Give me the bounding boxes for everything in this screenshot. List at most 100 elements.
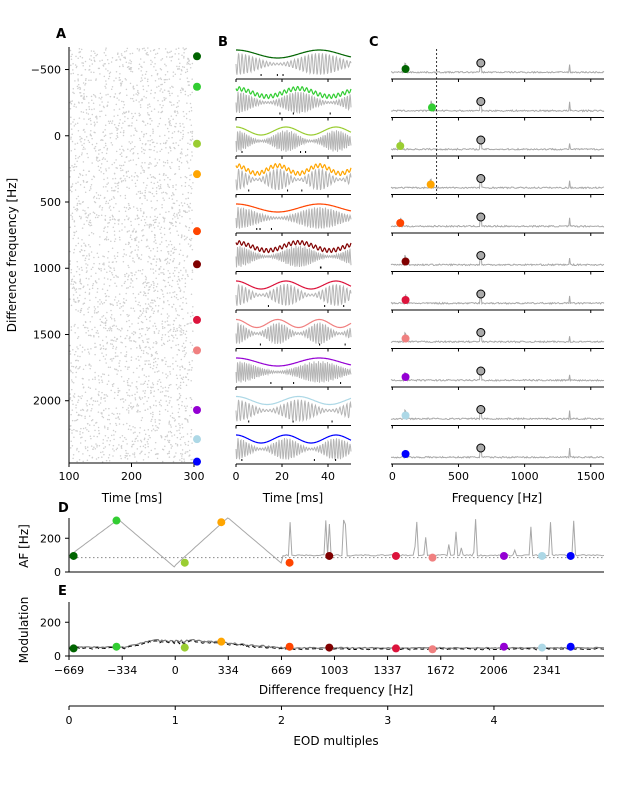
spike-dot bbox=[111, 247, 114, 249]
spike-dot bbox=[145, 311, 148, 314]
spike-dot bbox=[115, 71, 118, 73]
spike-dot bbox=[97, 67, 100, 70]
spike-dot bbox=[75, 182, 77, 185]
spike-dot bbox=[172, 118, 174, 121]
spike-dot bbox=[177, 283, 179, 285]
spike-dot bbox=[72, 286, 75, 288]
spike-dot bbox=[141, 235, 144, 237]
spike-dot bbox=[161, 372, 164, 374]
spike-dot bbox=[127, 412, 130, 414]
spike-dot bbox=[181, 404, 183, 407]
spike-dot bbox=[157, 388, 160, 391]
spike-dot bbox=[114, 282, 116, 284]
spike-dot bbox=[112, 429, 115, 432]
spike-dot bbox=[80, 216, 82, 218]
spike-dot bbox=[136, 448, 139, 450]
panel-d-point bbox=[69, 551, 78, 560]
spike-dot bbox=[175, 452, 177, 454]
spike-dot bbox=[154, 236, 156, 239]
spike-dot bbox=[142, 350, 145, 352]
spike-dot bbox=[177, 212, 180, 214]
spike-dot bbox=[154, 371, 156, 373]
spike-dot bbox=[146, 239, 148, 242]
spike-dot bbox=[141, 339, 144, 342]
spike-dot bbox=[83, 223, 85, 226]
spike-dot bbox=[188, 80, 190, 83]
spike-dot bbox=[102, 157, 105, 159]
spike-dot bbox=[157, 332, 160, 334]
spike-dot bbox=[123, 436, 126, 439]
spike-dot bbox=[176, 444, 179, 447]
spike-dot bbox=[142, 182, 145, 184]
spike-dot bbox=[169, 87, 171, 89]
spike-dot bbox=[179, 211, 181, 213]
spike-dot bbox=[129, 59, 131, 62]
spike-dot bbox=[81, 56, 84, 59]
spike-dot bbox=[190, 436, 192, 438]
spike-dot bbox=[190, 109, 193, 112]
spike-dot bbox=[170, 426, 172, 428]
spike-dot bbox=[121, 169, 124, 171]
spike-dot bbox=[126, 391, 128, 394]
spike-dot bbox=[111, 303, 113, 306]
spike-dot bbox=[72, 63, 74, 65]
spike-dot bbox=[90, 409, 92, 412]
spike-dot bbox=[130, 307, 132, 309]
spike-dot bbox=[103, 178, 105, 181]
spike-dot bbox=[129, 150, 132, 152]
spike-dot bbox=[86, 255, 88, 257]
spike-dot bbox=[150, 223, 152, 226]
spike-dot bbox=[163, 327, 166, 329]
spike-dot bbox=[109, 358, 112, 361]
spike-dot bbox=[80, 409, 82, 411]
spike-dot bbox=[70, 214, 72, 216]
spike-dot bbox=[113, 161, 116, 164]
spike-dot bbox=[100, 321, 103, 323]
spike-dot bbox=[119, 177, 122, 180]
spike-dot bbox=[162, 197, 164, 199]
spike-dot bbox=[108, 62, 110, 65]
spike-dot bbox=[75, 376, 77, 378]
spike-dot bbox=[175, 225, 177, 227]
spike-dot bbox=[181, 449, 184, 451]
spike-dot bbox=[182, 332, 185, 334]
spike-dot bbox=[152, 224, 155, 226]
spike-dot bbox=[115, 186, 117, 188]
panel-b-signal bbox=[235, 245, 352, 268]
spike-dot bbox=[192, 306, 194, 308]
spike-dot bbox=[90, 347, 92, 350]
spike-dot bbox=[74, 123, 77, 125]
spike-dot bbox=[179, 381, 182, 384]
spike-dot bbox=[130, 271, 132, 274]
spike-dot bbox=[179, 459, 181, 461]
spike-dot bbox=[139, 309, 142, 312]
spike-dot bbox=[119, 359, 121, 362]
spike-dot bbox=[183, 126, 185, 129]
spike-dot bbox=[125, 438, 127, 441]
spike-dot bbox=[146, 177, 149, 180]
spike-dot bbox=[163, 89, 166, 91]
spike-dot bbox=[88, 170, 91, 172]
spike-dot bbox=[118, 413, 121, 415]
panel-d-point bbox=[180, 558, 189, 567]
spike-dot bbox=[92, 102, 95, 105]
spike-dot bbox=[74, 332, 76, 334]
spike-dot bbox=[166, 71, 169, 73]
spike-dot bbox=[88, 415, 91, 417]
spike-dot bbox=[94, 378, 96, 380]
spike-dot bbox=[173, 327, 175, 329]
spike-dot bbox=[72, 298, 75, 301]
spike-dot bbox=[86, 459, 89, 462]
spike-dot bbox=[142, 352, 145, 355]
spike-dot bbox=[122, 310, 124, 312]
spike-dot bbox=[119, 164, 121, 167]
spike-dot bbox=[189, 118, 191, 121]
spike-dot bbox=[168, 450, 171, 453]
spike-dot bbox=[118, 76, 121, 79]
spike-dot bbox=[166, 340, 169, 343]
spike-dot bbox=[157, 304, 160, 307]
panel-e-fit-curve bbox=[68, 640, 605, 651]
spike-dot bbox=[174, 53, 176, 55]
spike-dot bbox=[79, 55, 82, 58]
spike-dot bbox=[177, 234, 180, 236]
